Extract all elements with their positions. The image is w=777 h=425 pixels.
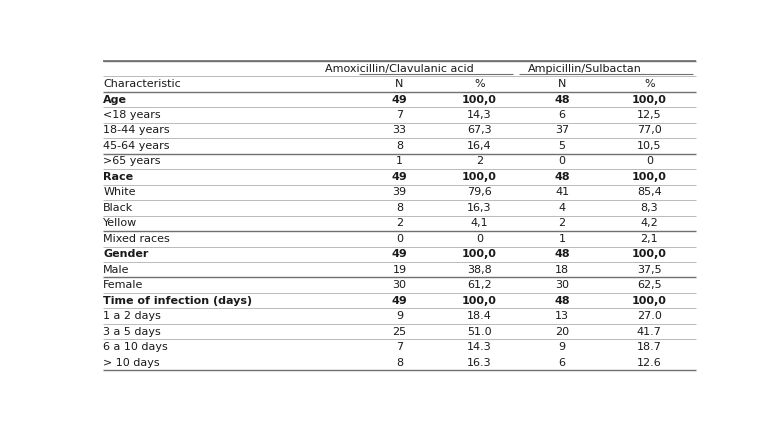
Text: 67,3: 67,3: [467, 125, 492, 136]
Text: 30: 30: [555, 280, 569, 290]
Text: 12,5: 12,5: [637, 110, 662, 120]
Text: 49: 49: [392, 94, 407, 105]
Text: Characteristic: Characteristic: [103, 79, 181, 89]
Text: 45-64 years: 45-64 years: [103, 141, 169, 151]
Text: 2,1: 2,1: [640, 234, 658, 244]
Text: 37,5: 37,5: [637, 265, 662, 275]
Text: 6 a 10 days: 6 a 10 days: [103, 342, 168, 352]
Text: 16,3: 16,3: [467, 203, 492, 213]
Text: > 10 days: > 10 days: [103, 357, 160, 368]
Text: 9: 9: [559, 342, 566, 352]
Text: 100,0: 100,0: [462, 296, 497, 306]
Text: %: %: [644, 79, 655, 89]
Text: 18.4: 18.4: [467, 311, 492, 321]
Text: 2: 2: [559, 218, 566, 228]
Text: 100,0: 100,0: [632, 172, 667, 182]
Text: 49: 49: [392, 172, 407, 182]
Text: 18-44 years: 18-44 years: [103, 125, 169, 136]
Text: 1 a 2 days: 1 a 2 days: [103, 311, 161, 321]
Text: 7: 7: [395, 110, 403, 120]
Text: 5: 5: [559, 141, 566, 151]
Text: 30: 30: [392, 280, 406, 290]
Text: 6: 6: [559, 110, 566, 120]
Text: 8,3: 8,3: [640, 203, 658, 213]
Text: Male: Male: [103, 265, 130, 275]
Text: 38,8: 38,8: [467, 265, 492, 275]
Text: <18 years: <18 years: [103, 110, 161, 120]
Text: Black: Black: [103, 203, 134, 213]
Text: 49: 49: [392, 296, 407, 306]
Text: >65 years: >65 years: [103, 156, 161, 167]
Text: 100,0: 100,0: [462, 172, 497, 182]
Text: 48: 48: [554, 94, 570, 105]
Text: Mixed races: Mixed races: [103, 234, 170, 244]
Text: 1: 1: [396, 156, 403, 167]
Text: 0: 0: [476, 234, 483, 244]
Text: 4,1: 4,1: [471, 218, 488, 228]
Text: 14.3: 14.3: [467, 342, 492, 352]
Text: N: N: [395, 79, 403, 89]
Text: White: White: [103, 187, 136, 197]
Text: 27.0: 27.0: [637, 311, 662, 321]
Text: Yellow: Yellow: [103, 218, 138, 228]
Text: Female: Female: [103, 280, 144, 290]
Text: 2: 2: [476, 156, 483, 167]
Text: 8: 8: [395, 141, 403, 151]
Text: 2: 2: [395, 218, 403, 228]
Text: 8: 8: [395, 203, 403, 213]
Text: 39: 39: [392, 187, 406, 197]
Text: 19: 19: [392, 265, 406, 275]
Text: 10,5: 10,5: [637, 141, 661, 151]
Text: 100,0: 100,0: [462, 94, 497, 105]
Text: 77,0: 77,0: [637, 125, 662, 136]
Text: Gender: Gender: [103, 249, 148, 259]
Text: 61,2: 61,2: [467, 280, 492, 290]
Text: 85,4: 85,4: [637, 187, 662, 197]
Text: 51.0: 51.0: [467, 327, 492, 337]
Text: 8: 8: [395, 357, 403, 368]
Text: 16,4: 16,4: [467, 141, 492, 151]
Text: 16.3: 16.3: [467, 357, 492, 368]
Text: Age: Age: [103, 94, 127, 105]
Text: N: N: [558, 79, 566, 89]
Text: 18: 18: [555, 265, 569, 275]
Text: 6: 6: [559, 357, 566, 368]
Text: 20: 20: [555, 327, 569, 337]
Text: 4,2: 4,2: [640, 218, 658, 228]
Text: 79,6: 79,6: [467, 187, 492, 197]
Text: 14,3: 14,3: [467, 110, 492, 120]
Text: 1: 1: [559, 234, 566, 244]
Text: Time of infection (days): Time of infection (days): [103, 296, 253, 306]
Text: 62,5: 62,5: [637, 280, 662, 290]
Text: 48: 48: [554, 172, 570, 182]
Text: 100,0: 100,0: [632, 94, 667, 105]
Text: Amoxicillin/Clavulanic acid: Amoxicillin/Clavulanic acid: [325, 64, 474, 74]
Text: 49: 49: [392, 249, 407, 259]
Text: 25: 25: [392, 327, 406, 337]
Text: 9: 9: [395, 311, 403, 321]
Text: 37: 37: [555, 125, 569, 136]
Text: Race: Race: [103, 172, 134, 182]
Text: 100,0: 100,0: [632, 249, 667, 259]
Text: %: %: [474, 79, 485, 89]
Text: 33: 33: [392, 125, 406, 136]
Text: 41.7: 41.7: [637, 327, 662, 337]
Text: 0: 0: [559, 156, 566, 167]
Text: 48: 48: [554, 249, 570, 259]
Text: 41: 41: [555, 187, 569, 197]
Text: 48: 48: [554, 296, 570, 306]
Text: 12.6: 12.6: [637, 357, 662, 368]
Text: 3 a 5 days: 3 a 5 days: [103, 327, 161, 337]
Text: 0: 0: [396, 234, 403, 244]
Text: 4: 4: [559, 203, 566, 213]
Text: 18.7: 18.7: [637, 342, 662, 352]
Text: 100,0: 100,0: [632, 296, 667, 306]
Text: 7: 7: [395, 342, 403, 352]
Text: 13: 13: [555, 311, 569, 321]
Text: 0: 0: [646, 156, 653, 167]
Text: 100,0: 100,0: [462, 249, 497, 259]
Text: Ampicillin/Sulbactan: Ampicillin/Sulbactan: [528, 64, 642, 74]
